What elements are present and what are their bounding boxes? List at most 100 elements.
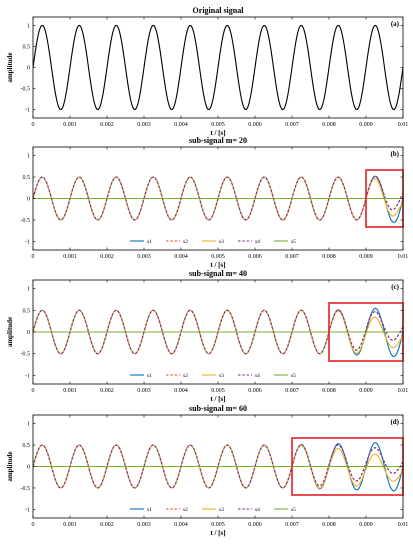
x-tick-label: 0.007 (285, 522, 299, 528)
chart-panel-4: sub-signal m= 60 (d) 0 0.001 0.002 0.003 0.004… (6, 404, 408, 537)
x-axis-label: t / [s] (210, 129, 225, 137)
x-tick-label: 0.001 (63, 254, 77, 260)
series-line-signal (33, 24, 403, 111)
x-tick-label: 0.009 (359, 254, 373, 260)
y-tick-label: 0.5 (23, 308, 31, 314)
y-axis-label: amplitude (6, 451, 14, 481)
x-tick-label: 0.004 (174, 122, 188, 128)
y-tick-label: 0 (27, 197, 30, 203)
x-tick-label: 0.01 (398, 254, 409, 260)
y-tick-label: 0 (27, 66, 30, 72)
legend-label-s1: s1 (147, 373, 152, 379)
chart-title: sub-signal m= 20 (189, 136, 247, 145)
x-tick-label: 0.002 (100, 122, 114, 128)
legend-label-s3: s3 (219, 507, 224, 513)
x-axis-label: t / [s] (210, 395, 225, 403)
legend-label-s5: s5 (291, 373, 296, 379)
x-tick-label: 0.008 (322, 388, 336, 394)
legend-label-s2: s2 (183, 373, 188, 379)
x-tick-label: 0.007 (285, 254, 299, 260)
y-tick-label: -1 (25, 507, 30, 513)
x-tick-label: 0.01 (398, 388, 409, 394)
y-tick-label: 1 (27, 23, 30, 29)
x-tick-label: 0.003 (137, 522, 151, 528)
legend-label-s2: s2 (183, 507, 188, 513)
plot-area (33, 175, 403, 223)
x-tick-label: 0.005 (211, 254, 225, 260)
y-tick-label: -1 (25, 239, 30, 245)
x-tick-label: 0 (32, 388, 35, 394)
y-tick-label: 1 (27, 287, 30, 293)
plot-area (33, 307, 403, 358)
x-tick-label: 0.009 (359, 522, 373, 528)
legend-label-s5: s5 (291, 507, 296, 513)
series-line-s4 (33, 175, 403, 221)
y-axis-label: amplitude (6, 317, 14, 347)
y-tick-label: 0.5 (23, 175, 31, 181)
legend-label-s3: s3 (219, 239, 224, 245)
y-tick-label: 0 (27, 465, 30, 471)
x-tick-label: 0.005 (211, 522, 225, 528)
x-tick-label: 0.001 (63, 522, 77, 528)
x-tick-label: 0.003 (137, 122, 151, 128)
x-tick-label: 0 (32, 522, 35, 528)
chart-panel-3: sub-signal m= 40 (c) 0 0.001 0.002 0.003 0.004… (6, 269, 408, 403)
legend-label-s4: s4 (255, 507, 260, 513)
plot-area (33, 442, 403, 492)
x-axis-label: t / [s] (210, 529, 225, 537)
x-tick-label: 0.002 (100, 388, 114, 394)
x-tick-label: 0.005 (211, 388, 225, 394)
chart-title: Original signal (193, 6, 245, 15)
x-tick-label: 0.006 (248, 388, 262, 394)
x-axis-label: t / [s] (210, 261, 225, 269)
x-tick-label: 0 (32, 254, 35, 260)
chart-title: sub-signal m= 40 (189, 269, 247, 278)
chart-panel-1: Original signal (a) 0 0.001 0.002 0.003 0.004 0… (6, 6, 408, 137)
x-tick-label: 0.008 (322, 254, 336, 260)
x-tick-label: 0.01 (398, 122, 409, 128)
y-tick-label: 0.5 (23, 44, 31, 50)
y-tick-label: -0.5 (21, 87, 31, 93)
panel-letter: (a) (391, 20, 400, 28)
x-tick-label: 0.006 (248, 122, 262, 128)
y-tick-label: 0 (27, 330, 30, 336)
x-tick-label: 0.004 (174, 388, 188, 394)
legend-label-s4: s4 (255, 373, 260, 379)
x-tick-label: 0.007 (285, 122, 299, 128)
series-line-s4 (33, 444, 403, 489)
x-tick-label: 0.003 (137, 254, 151, 260)
panel-letter: (b) (390, 150, 399, 158)
x-tick-label: 0.003 (137, 388, 151, 394)
y-tick-label: 1 (27, 154, 30, 160)
legend-label-s5: s5 (291, 239, 296, 245)
y-tick-label: -1 (25, 108, 30, 114)
panel-letter: (c) (391, 283, 399, 291)
x-tick-label: 0.009 (359, 388, 373, 394)
legend-label-s2: s2 (183, 239, 188, 245)
x-tick-label: 0.006 (248, 522, 262, 528)
x-tick-label: 0.001 (63, 122, 77, 128)
x-tick-label: 0.004 (174, 522, 188, 528)
x-tick-label: 0.008 (322, 122, 336, 128)
y-tick-label: 0.5 (23, 443, 31, 449)
x-tick-label: 0.004 (174, 254, 188, 260)
x-tick-label: 0.006 (248, 254, 262, 260)
y-tick-label: -1 (25, 373, 30, 379)
x-tick-label: 0.008 (322, 522, 336, 528)
chart-title: sub-signal m= 60 (189, 404, 247, 413)
chart-panel-2: sub-signal m= 20 (b) 0 0.001 0.002 0.003 0.004… (21, 136, 409, 269)
legend-label-s3: s3 (219, 373, 224, 379)
y-tick-label: 1 (27, 422, 30, 428)
legend-label-s1: s1 (147, 239, 152, 245)
x-tick-label: 0.007 (285, 388, 299, 394)
legend-label-s4: s4 (255, 239, 260, 245)
panel-letter: (d) (390, 418, 399, 426)
x-tick-label: 0.01 (398, 522, 409, 528)
x-tick-label: 0.002 (100, 254, 114, 260)
x-tick-label: 0.001 (63, 388, 77, 394)
y-tick-label: -0.5 (21, 486, 31, 492)
y-axis-label: amplitude (6, 52, 14, 82)
x-tick-label: 0.005 (211, 122, 225, 128)
x-tick-label: 0.002 (100, 522, 114, 528)
